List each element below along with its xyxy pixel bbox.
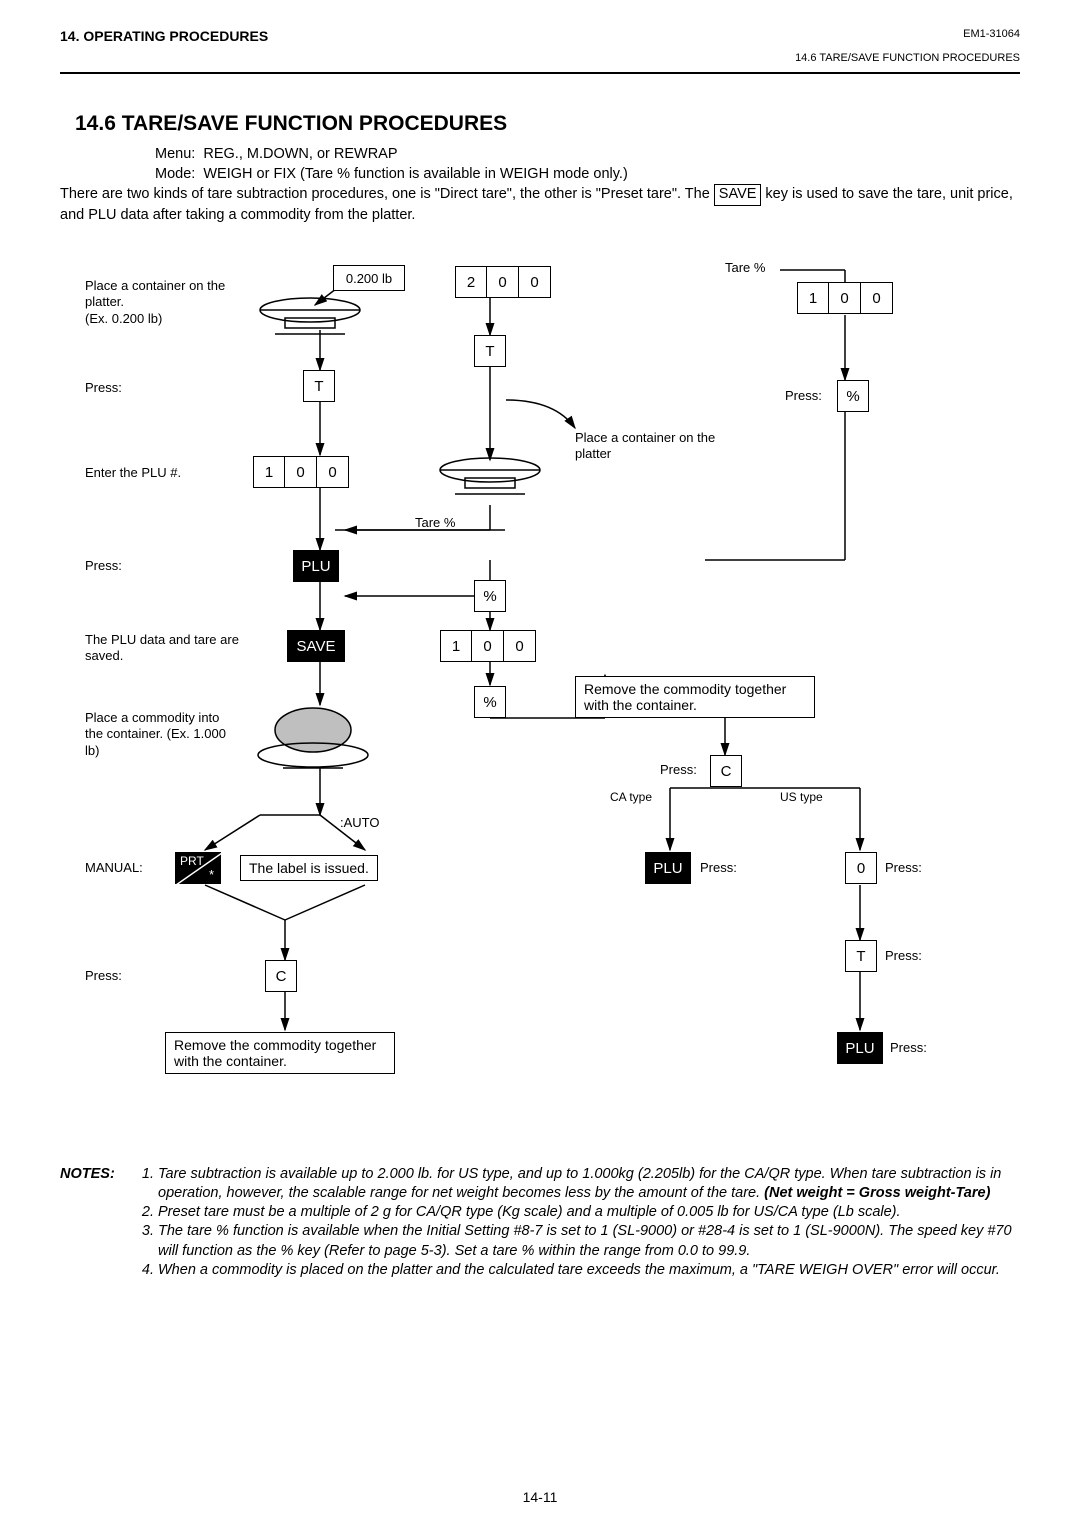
cap-ca-type: CA type <box>610 790 652 805</box>
cap-place-commodity: Place a commodity into the container. (E… <box>85 710 240 759</box>
keys-200: 2 0 0 <box>455 266 551 298</box>
key-PLU-us: PLU <box>837 1032 883 1064</box>
key-pct-mid2: % <box>474 686 506 718</box>
key-0: 0 <box>472 630 504 662</box>
key-0: 0 <box>861 282 893 314</box>
key-PLU-left: PLU <box>293 550 339 582</box>
key-SAVE: SAVE <box>287 630 345 662</box>
key-PLU-ca: PLU <box>645 852 691 884</box>
key-0: 0 <box>317 456 349 488</box>
notes-block: NOTES: 1. Tare subtraction is available … <box>60 1165 1020 1280</box>
cap-manual: MANUAL: <box>85 860 143 876</box>
remove-box-left: Remove the commodity together with the c… <box>165 1032 395 1074</box>
note-2: Preset tare must be a multiple of 2 g fo… <box>158 1203 901 1222</box>
cap-press-us3: Press: <box>890 1040 927 1056</box>
menu-label: Menu: <box>155 146 195 162</box>
key-1: 1 <box>440 630 472 662</box>
mode-label: Mode: <box>155 166 195 182</box>
cap-press-1: Press: <box>85 380 122 396</box>
key-T-left: T <box>303 370 335 402</box>
cap-tare-pct-mid: Tare % <box>415 515 455 531</box>
flow-diagram: Place a container on the platter. (Ex. 0… <box>85 260 1005 1130</box>
intro-block: Menu: REG., M.DOWN, or REWRAP Mode: WEIG… <box>60 145 1020 225</box>
cap-auto: :AUTO <box>340 815 380 831</box>
key-C-right: C <box>710 755 742 787</box>
remove-box-right: Remove the commodity together with the c… <box>575 676 815 718</box>
cap-press-3: Press: <box>85 968 122 984</box>
key-T-mid: T <box>474 335 506 367</box>
menu-value: REG., M.DOWN, or REWRAP <box>203 146 397 162</box>
cap-press-us2: Press: <box>885 948 922 964</box>
notes-lead: NOTES: <box>60 1166 115 1182</box>
cap-us-type: US type <box>780 790 823 805</box>
keys-100-mid: 1 0 0 <box>440 630 536 662</box>
cap-enter-plu: Enter the PLU #. <box>85 465 181 481</box>
key-PRT: PRT * <box>175 852 221 884</box>
key-2: 2 <box>455 266 487 298</box>
key-T-us: T <box>845 940 877 972</box>
cap-place-container: Place a container on the platter. (Ex. 0… <box>85 278 235 327</box>
cap-tare-pct-right: Tare % <box>725 260 765 276</box>
cap-press-r2: Press: <box>660 762 697 778</box>
key-0: 0 <box>487 266 519 298</box>
section-title: 14.6 TARE/SAVE FUNCTION PROCEDURES <box>75 112 507 136</box>
key-0: 0 <box>285 456 317 488</box>
cap-press-r1: Press: <box>785 388 822 404</box>
label-issued-box: The label is issued. <box>240 855 378 881</box>
header-subsection: 14.6 TARE/SAVE FUNCTION PROCEDURES <box>795 52 1020 64</box>
key-0: 0 <box>519 266 551 298</box>
key-0: 0 <box>504 630 536 662</box>
key-0: 0 <box>829 282 861 314</box>
save-key-inline: SAVE <box>714 184 762 206</box>
header-rule <box>60 72 1020 74</box>
keys-100-left: 1 0 0 <box>253 456 349 488</box>
key-0-us: 0 <box>845 852 877 884</box>
cap-place-container-2: Place a container on the platter <box>575 430 735 463</box>
note-4: When a commodity is placed on the platte… <box>158 1261 1000 1280</box>
page-number: 14-11 <box>0 1489 1080 1505</box>
header-doc-id: EM1-31064 <box>963 28 1020 40</box>
keys-100-right: 1 0 0 <box>797 282 893 314</box>
cap-press-us1: Press: <box>885 860 922 876</box>
weight-box: 0.200 lb <box>333 265 405 291</box>
cap-press-2: Press: <box>85 558 122 574</box>
note-1b: (Net weight = Gross weight-Tare) <box>764 1185 990 1201</box>
mode-value: WEIGH or FIX (Tare % function is availab… <box>203 166 627 182</box>
key-pct-right: % <box>837 380 869 412</box>
key-pct-mid1: % <box>474 580 506 612</box>
key-1: 1 <box>797 282 829 314</box>
cap-press-ca: Press: <box>700 860 737 876</box>
key-1: 1 <box>253 456 285 488</box>
key-C-left: C <box>265 960 297 992</box>
note-3: The tare % function is available when th… <box>158 1222 1020 1260</box>
header-left: 14. OPERATING PROCEDURES <box>60 28 1020 44</box>
intro-text-pre: There are two kinds of tare subtraction … <box>60 186 714 202</box>
cap-plu-saved: The PLU data and tare are saved. <box>85 632 240 665</box>
